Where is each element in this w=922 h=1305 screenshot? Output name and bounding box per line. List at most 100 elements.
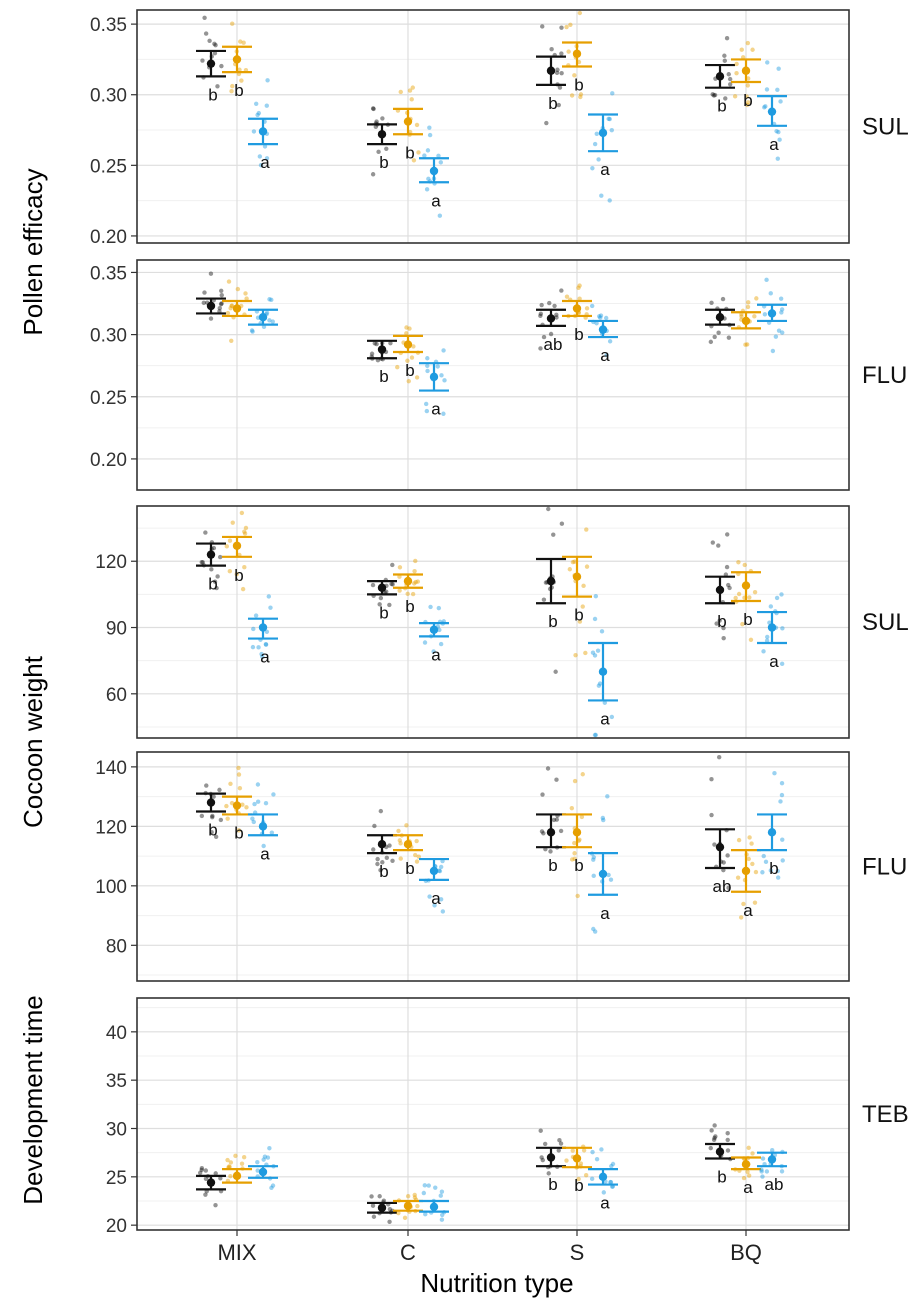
data-point [370, 106, 376, 111]
significance-letter: b [717, 97, 726, 116]
mean-point [206, 1178, 216, 1187]
data-point [779, 792, 785, 798]
data-point [228, 1173, 233, 1179]
data-point [405, 1194, 411, 1199]
data-point [752, 589, 758, 595]
data-point [204, 783, 209, 788]
data-point [590, 650, 596, 655]
data-point [759, 1169, 764, 1174]
data-point [739, 47, 744, 52]
data-point [229, 89, 234, 94]
data-point [255, 112, 260, 118]
data-point [545, 766, 551, 771]
data-point [748, 637, 754, 643]
data-point [556, 102, 561, 108]
data-point [423, 1212, 428, 1217]
data-point [440, 1212, 445, 1218]
data-point [579, 814, 585, 820]
significance-letter: b [717, 1167, 726, 1186]
data-point [539, 1155, 544, 1160]
data-point [544, 120, 549, 126]
data-point [404, 325, 409, 330]
significance-letter: ab [544, 335, 563, 354]
data-point [592, 732, 598, 738]
data-point [217, 787, 222, 793]
data-point [599, 1147, 604, 1152]
mean-point [546, 1153, 556, 1162]
mean-point [741, 1160, 751, 1169]
data-point [599, 193, 604, 198]
data-point [423, 401, 429, 407]
data-point [438, 864, 444, 870]
data-point [398, 841, 403, 846]
data-point [780, 626, 785, 631]
data-point [610, 1161, 616, 1167]
significance-letter: b [548, 1175, 557, 1194]
data-point [380, 116, 385, 121]
data-point [540, 24, 545, 29]
data-point [725, 853, 730, 858]
data-point [261, 1157, 266, 1162]
data-point [378, 867, 383, 873]
data-point [224, 803, 229, 809]
data-point [598, 313, 604, 318]
data-point [597, 314, 602, 319]
data-point [740, 621, 745, 627]
data-point [255, 1159, 260, 1165]
data-point [435, 364, 440, 369]
significance-letter: a [743, 1178, 753, 1197]
data-point [592, 616, 598, 622]
significance-letter: b [208, 575, 217, 594]
data-point [778, 799, 783, 804]
mean-point [741, 66, 751, 75]
data-point [203, 1192, 208, 1197]
mean-point [546, 828, 556, 837]
mean-point [403, 839, 413, 849]
data-point [777, 137, 782, 142]
data-point [265, 1155, 271, 1160]
mean-point [767, 828, 777, 837]
data-point [371, 847, 376, 852]
data-point [745, 83, 750, 88]
panel-border [136, 505, 850, 739]
data-point [554, 315, 559, 320]
data-point [745, 100, 751, 105]
data-point [608, 1179, 614, 1185]
data-point [438, 641, 444, 647]
data-point [709, 776, 714, 782]
data-point [209, 567, 214, 572]
data-point [225, 310, 231, 316]
data-point [566, 49, 571, 54]
data-point [720, 296, 726, 302]
data-point [388, 340, 393, 346]
data-point [764, 1169, 770, 1174]
data-point [390, 858, 395, 863]
data-point [235, 286, 241, 292]
data-point [746, 856, 751, 862]
data-point [597, 681, 603, 686]
data-point [256, 645, 261, 650]
data-point [572, 73, 577, 78]
mean-point [546, 314, 556, 323]
data-point [608, 877, 614, 882]
data-point [371, 1214, 377, 1219]
data-point [594, 321, 599, 326]
mean-point [767, 309, 777, 318]
data-point [776, 129, 781, 135]
significance-letter: a [600, 709, 610, 728]
data-point [780, 837, 785, 842]
data-point [779, 661, 785, 667]
data-point [237, 785, 243, 791]
data-point [570, 559, 576, 565]
significance-letter: a [431, 889, 441, 908]
significance-letter: b [743, 610, 752, 629]
data-point [738, 915, 744, 920]
data-point [569, 857, 575, 862]
data-point [583, 650, 588, 656]
data-point [214, 585, 219, 591]
data-point [381, 1198, 387, 1203]
mean-point [258, 822, 268, 831]
data-point [764, 277, 769, 283]
data-point [745, 1169, 750, 1174]
data-point [377, 1194, 382, 1199]
